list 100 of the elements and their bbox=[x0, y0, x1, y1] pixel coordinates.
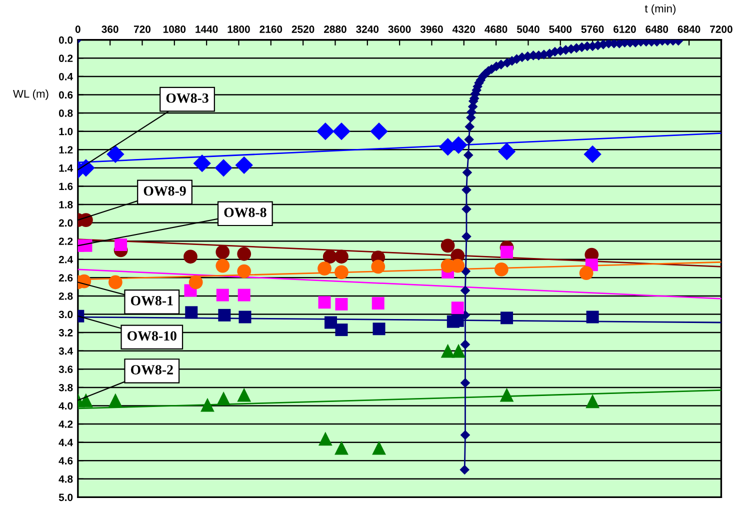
point bbox=[237, 246, 252, 261]
point bbox=[334, 440, 348, 455]
point bbox=[451, 302, 464, 314]
x-tick-label: 6120 bbox=[614, 26, 636, 33]
point bbox=[238, 288, 250, 302]
point bbox=[108, 393, 122, 408]
x-tick-label: 3960 bbox=[420, 26, 443, 33]
x-tick-label: 6840 bbox=[678, 26, 700, 33]
point bbox=[440, 344, 455, 358]
point bbox=[237, 264, 252, 278]
point bbox=[216, 245, 230, 260]
x-tick-label: 5040 bbox=[516, 26, 540, 33]
point bbox=[200, 398, 214, 412]
point bbox=[584, 145, 602, 164]
y-tick-label: 2.6 bbox=[58, 274, 73, 282]
y-tick-label: 2.2 bbox=[58, 238, 73, 245]
point bbox=[80, 239, 92, 252]
y-tick-label: 3.8 bbox=[58, 384, 73, 392]
y-tick-label: 4.4 bbox=[58, 438, 73, 446]
point bbox=[193, 154, 211, 172]
point bbox=[216, 258, 230, 273]
point bbox=[79, 393, 93, 408]
point bbox=[238, 310, 252, 324]
x-tick-label: 5400 bbox=[549, 26, 572, 33]
x-tick-label: 7200 bbox=[710, 26, 732, 33]
x-tick-label: 1440 bbox=[196, 26, 218, 33]
point bbox=[324, 316, 338, 329]
point bbox=[579, 266, 594, 280]
point bbox=[78, 159, 95, 177]
y-tick-label: 1.2 bbox=[59, 146, 73, 154]
point bbox=[216, 391, 230, 406]
y-axis-title: WL (m) bbox=[13, 90, 48, 100]
point bbox=[586, 394, 600, 408]
point bbox=[216, 288, 229, 302]
text: OW8-3 bbox=[166, 93, 208, 103]
point bbox=[318, 262, 332, 276]
point bbox=[498, 142, 516, 160]
point bbox=[370, 122, 388, 140]
point bbox=[188, 275, 203, 290]
series-label: OW8-1 bbox=[130, 296, 173, 306]
y-tick-label: 1.6 bbox=[59, 182, 73, 190]
y-tick-label: 0.2 bbox=[58, 54, 73, 62]
y-tick-label: 3.0 bbox=[58, 310, 73, 318]
x-tick-label: 6480 bbox=[646, 26, 668, 33]
point bbox=[334, 265, 348, 280]
y-tick-label: 4.6 bbox=[58, 457, 73, 464]
x-tick-label: 4320 bbox=[452, 26, 476, 33]
x-tick-label: 0 bbox=[75, 26, 80, 33]
text: OW8-9 bbox=[144, 186, 186, 196]
y-tick-label: 1.4 bbox=[59, 164, 73, 172]
point bbox=[332, 122, 350, 140]
y-tick-label: 2.8 bbox=[58, 292, 73, 300]
point bbox=[440, 238, 455, 253]
point bbox=[335, 324, 348, 336]
point bbox=[450, 258, 465, 273]
point bbox=[318, 432, 332, 446]
x-tick-label: 360 bbox=[102, 26, 118, 33]
point bbox=[316, 122, 334, 140]
point bbox=[235, 156, 253, 174]
point bbox=[500, 246, 514, 258]
x-tick-label: 4680 bbox=[484, 26, 508, 33]
point bbox=[500, 388, 514, 402]
point bbox=[334, 250, 348, 264]
y-tick-label: 2.4 bbox=[58, 256, 73, 264]
point bbox=[218, 308, 231, 322]
y-tick-label: 0.8 bbox=[58, 110, 73, 117]
y-tick-label: 0.0 bbox=[58, 36, 73, 44]
y-tick-label: 0.4 bbox=[58, 72, 73, 80]
x-tick-label: 2160 bbox=[260, 26, 282, 33]
point bbox=[372, 322, 386, 336]
point bbox=[371, 260, 386, 274]
series-label: OW8-2 bbox=[130, 365, 173, 375]
x-tick-label: 5760 bbox=[581, 26, 604, 33]
x-tick-label: 1800 bbox=[228, 26, 250, 33]
x-axis-title: t (min) bbox=[644, 4, 676, 15]
y-tick-label: 1.8 bbox=[59, 201, 73, 208]
point bbox=[237, 388, 252, 402]
x-tick-label: 720 bbox=[134, 26, 151, 33]
point bbox=[78, 274, 92, 288]
y-tick-label: 4.2 bbox=[58, 420, 73, 428]
point bbox=[106, 145, 124, 164]
point bbox=[335, 298, 348, 310]
x-tick-label: 3600 bbox=[388, 26, 411, 33]
point bbox=[451, 314, 464, 327]
point bbox=[108, 275, 122, 290]
point bbox=[452, 344, 466, 358]
point bbox=[184, 250, 198, 264]
x-tick-label: 2880 bbox=[324, 26, 346, 33]
point bbox=[318, 296, 331, 309]
y-tick-label: 3.6 bbox=[58, 366, 73, 374]
point bbox=[214, 159, 232, 177]
y-tick-label: 3.4 bbox=[58, 347, 73, 355]
point bbox=[586, 310, 599, 324]
text: OW8-8 bbox=[224, 208, 266, 218]
y-tick-label: 0.6 bbox=[58, 91, 73, 99]
point bbox=[500, 312, 514, 324]
x-tick-label: 3240 bbox=[356, 26, 379, 33]
y-tick-label: 4.0 bbox=[58, 402, 73, 410]
point bbox=[372, 440, 386, 455]
point bbox=[494, 262, 508, 276]
